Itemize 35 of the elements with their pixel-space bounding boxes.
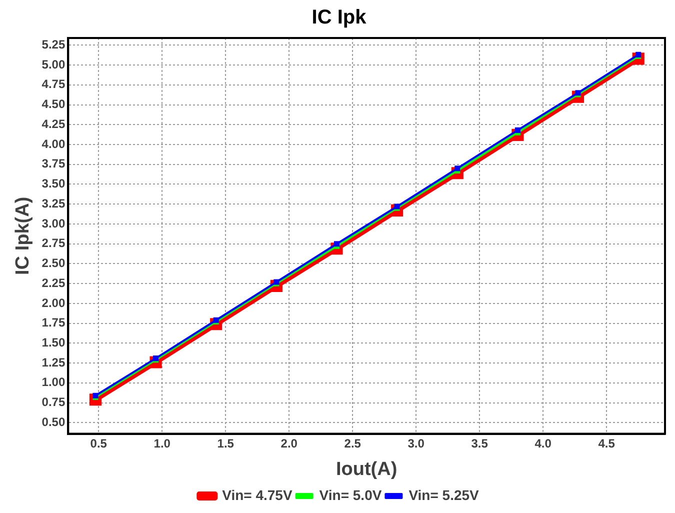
y-tick-label: 5.00 <box>42 57 66 72</box>
x-tick-label: 2.5 <box>344 436 362 450</box>
y-tick-label: 2.25 <box>42 276 66 290</box>
x-tick-label: 0.5 <box>90 436 108 450</box>
y-tick-label: 3.00 <box>42 216 66 230</box>
x-tick-label: 1.0 <box>154 436 171 450</box>
y-tick-label: 4.00 <box>42 136 66 151</box>
x-axis-title: Iout(A) <box>336 458 398 480</box>
y-tick-label: 1.00 <box>42 375 66 390</box>
legend-label: Vin= 4.75V <box>222 486 293 503</box>
y-tick-label: 3.75 <box>42 156 66 171</box>
x-tick-label: 3.5 <box>471 436 488 450</box>
y-axis-title: IC Ipk(A) <box>12 196 34 275</box>
y-tick-label: 2.75 <box>42 236 66 250</box>
x-tick-label: 1.5 <box>217 436 234 450</box>
legend-label: Vin= 5.25V <box>408 486 480 503</box>
y-tick-label: 1.75 <box>42 316 66 330</box>
legend-label: Vin= 5.0V <box>319 486 382 503</box>
y-tick-label: 4.25 <box>42 116 66 131</box>
y-tick-label: 4.50 <box>42 97 66 112</box>
y-tick-label: 1.50 <box>42 336 66 350</box>
y-tick-label: 3.25 <box>42 196 66 210</box>
x-tick-label: 4.5 <box>598 436 616 450</box>
y-tick-label: 3.50 <box>42 176 66 191</box>
x-tick-label: 2.0 <box>280 436 298 450</box>
y-tick-label: 0.50 <box>42 414 66 429</box>
y-tick-label: 2.00 <box>42 296 66 310</box>
y-tick-label: 5.25 <box>42 37 66 52</box>
chart-title: IC Ipk <box>312 6 368 29</box>
x-tick-label: 3.0 <box>408 436 425 450</box>
y-tick-label: 4.75 <box>42 77 66 92</box>
y-tick-label: 2.50 <box>42 256 66 270</box>
x-tick-label: 4.0 <box>534 436 552 450</box>
y-tick-label: 1.25 <box>42 355 66 370</box>
y-tick-label: 0.75 <box>42 395 66 410</box>
